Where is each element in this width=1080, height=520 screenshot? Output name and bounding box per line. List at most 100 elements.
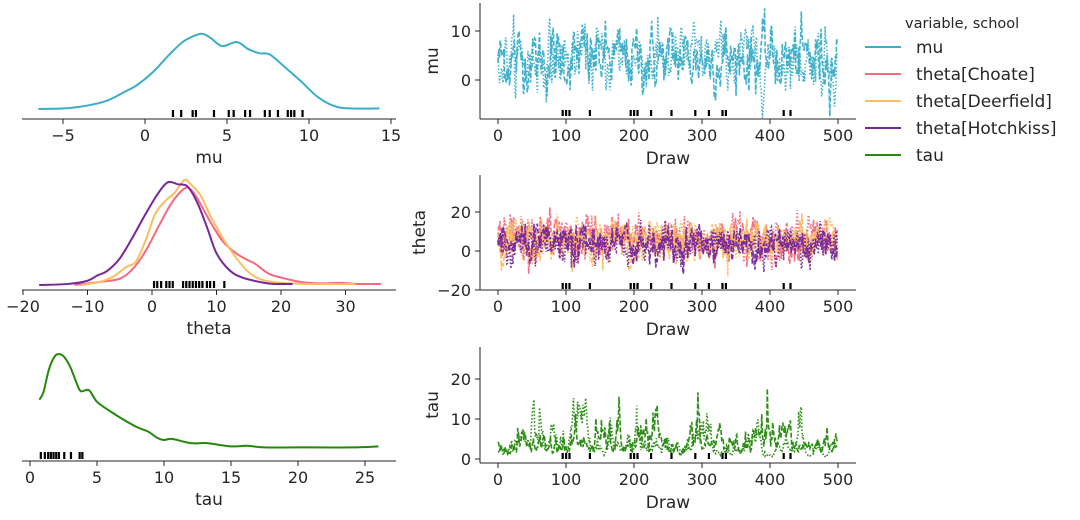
divergence-rug-mark [276, 110, 280, 117]
y-axis-label: mu [423, 47, 443, 74]
x-tick-label: −10 [71, 297, 105, 316]
divergence-rug-mark [565, 110, 568, 116]
divergence-rug-mark [160, 281, 163, 288]
x-tick-label: 200 [619, 470, 650, 489]
x-axis-label: Draw [646, 320, 690, 340]
divergence-rug-mark [171, 110, 175, 117]
divergence-rug-mark [244, 110, 247, 117]
divergence-rug-mark [293, 110, 296, 117]
x-tick-label: 0 [25, 468, 35, 487]
divergence-rug-mark [568, 283, 571, 289]
divergence-rug-mark [63, 452, 66, 459]
divergence-rug-mark [49, 452, 52, 459]
divergence-rug-mark [39, 452, 42, 459]
divergence-rug-mark [724, 453, 727, 459]
kde-curve-mu [38, 32, 380, 110]
divergence-rug-mark [565, 283, 568, 289]
x-tick-label: 30 [335, 297, 355, 316]
divergence-rug-mark [588, 453, 591, 459]
y-tick-label: 20 [451, 203, 471, 222]
divergence-rug-mark [156, 281, 159, 288]
divergence-rug-mark [191, 110, 194, 117]
x-tick-label: 500 [823, 470, 854, 489]
x-tick-label: 300 [687, 126, 718, 145]
x-tick-label: 10 [206, 297, 226, 316]
y-tick-label: 0 [461, 71, 471, 90]
divergence-rug-mark [209, 281, 212, 288]
divergence-rug-mark [268, 110, 271, 117]
x-tick-label: 400 [755, 297, 786, 316]
divergence-rug-mark [707, 110, 710, 116]
divergence-rug-mark [43, 452, 46, 459]
kde-panel-theta: −20 −10 0 10 20 30 theta [6, 178, 396, 339]
divergence-rug-mark [168, 281, 171, 288]
divergence-rug-mark [289, 110, 293, 117]
y-tick-label: 0 [461, 450, 471, 469]
y-tick-label: −20 [437, 281, 471, 300]
y-tick-label: 10 [451, 410, 471, 429]
divergence-rug-mark [588, 283, 591, 289]
kde-curve-thetaDeerfield [80, 178, 356, 286]
y-tick-label: 0 [461, 242, 471, 261]
divergence-rug-mark [78, 452, 81, 459]
x-tick-label: 0 [493, 297, 503, 316]
divergence-rug-mark [629, 453, 632, 459]
divergence-rug-mark [205, 281, 209, 288]
trace-line-tau-chain1 [497, 398, 838, 459]
x-tick-label: 25 [355, 468, 375, 487]
divergence-rug-mark [561, 453, 564, 459]
legend-title: variable, school [905, 16, 1019, 32]
divergence-rug-mark [629, 110, 632, 116]
legend-label: theta[Choate] [916, 65, 1035, 85]
divergence-rug-mark [232, 110, 235, 117]
x-tick-label: 300 [687, 470, 718, 489]
divergence-rug-mark [248, 110, 252, 117]
divergence-rug-mark [263, 110, 266, 117]
divergence-rug-mark [69, 452, 73, 459]
x-tick-label: 400 [755, 470, 786, 489]
divergence-rug-mark [782, 453, 785, 459]
x-tick-label: 200 [619, 126, 650, 145]
kde-panel-tau: 0 5 10 15 20 25 tau [22, 353, 396, 510]
divergence-rug-mark [223, 281, 226, 288]
divergence-rug-mark [707, 283, 710, 289]
x-tick-label: 5 [92, 468, 102, 487]
divergence-rug-mark [191, 281, 194, 288]
y-tick-label: 10 [451, 22, 471, 41]
divergence-rug-mark [152, 281, 156, 288]
divergence-rug-mark [721, 110, 724, 116]
divergence-rug-mark [57, 452, 61, 459]
divergence-rug-mark [633, 453, 636, 459]
divergence-rug-mark [633, 110, 636, 116]
divergence-rug-mark [633, 283, 636, 289]
divergence-rug-mark [636, 453, 639, 459]
x-tick-label: 15 [221, 468, 241, 487]
divergence-rug-mark [181, 281, 185, 288]
kde-curve-tau [38, 353, 379, 449]
legend-label: tau [916, 146, 944, 166]
divergence-rug-mark [194, 110, 198, 117]
x-tick-label: 15 [381, 126, 401, 145]
kde-panel-mu: −5 0 5 10 15 mu [22, 32, 401, 168]
x-tick-label: 200 [619, 297, 650, 316]
divergence-rug-mark [636, 283, 639, 289]
divergence-rug-mark [188, 281, 191, 288]
x-axis-label: theta [187, 319, 232, 339]
divergence-rug-mark [588, 110, 591, 116]
trace-panel-theta: 0 100 200 300 400 500 −20 0 20 Draw theta [410, 175, 856, 340]
divergence-rug-mark [286, 110, 289, 117]
legend-label: mu [916, 38, 943, 58]
legend-label: theta[Deerfield] [916, 92, 1052, 112]
x-tick-label: 0 [493, 470, 503, 489]
divergence-rug-mark [670, 283, 673, 289]
divergence-rug-mark [782, 283, 785, 289]
divergence-rug-mark [650, 110, 653, 116]
x-tick-label: 500 [823, 126, 854, 145]
divergence-rug-mark [724, 110, 727, 116]
divergence-rug-mark [724, 283, 727, 289]
divergence-rug-mark [561, 110, 564, 116]
divergence-rug-mark [212, 110, 216, 117]
trace-line-thetaHotchkiss-chain1 [497, 219, 839, 273]
legend: variable, school mu theta[Choate] theta[De… [865, 16, 1057, 166]
